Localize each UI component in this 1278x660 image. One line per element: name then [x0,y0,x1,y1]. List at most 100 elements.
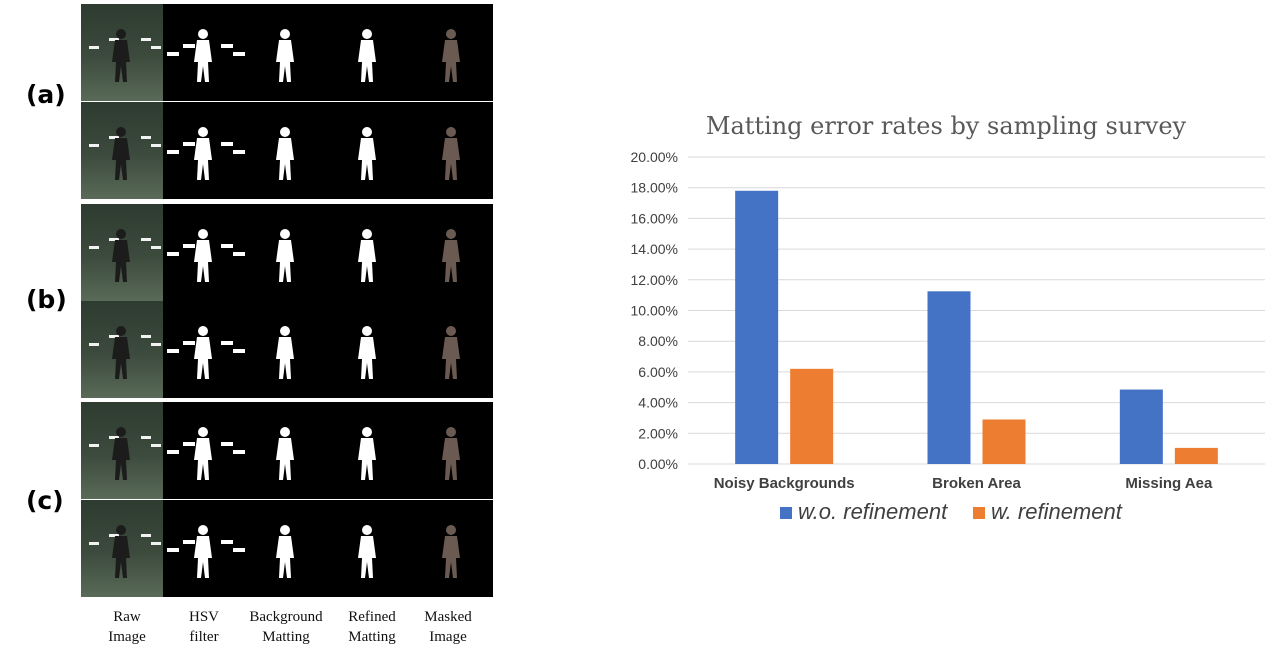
x-axis-ticks: Noisy Backgrounds Broken Area Missing Aea [714,475,1213,492]
y-tick-label: 12.00% [631,272,678,288]
person-silhouette [112,127,130,180]
person-silhouette [194,326,212,379]
person-silhouette [442,525,460,578]
legend: w.o. refinement w. refinement [780,499,1123,524]
group-label-a: (a) [26,80,66,109]
bar-w-refinement [790,368,834,464]
person-silhouette [358,127,376,180]
hsv-filter-cell [163,4,245,101]
image-row [81,500,493,597]
caption-line: Image [108,629,146,645]
y-tick-label: 18.00% [631,180,678,196]
person-silhouette [194,127,212,180]
hsv-filter-cell [163,500,245,597]
bar-chart: Matting error rates by sampling survey 0… [631,112,1265,524]
hsv-filter-cell [163,102,245,199]
y-tick-label: 2.00% [638,425,678,441]
group-separator [81,398,493,402]
raw-image-cell [81,204,163,301]
person-silhouette [112,229,130,282]
background-matting-cell [245,500,327,597]
bar-wo-refinement [927,291,971,464]
caption-line: Image [429,629,467,645]
caption-raw-image: Raw Image [87,607,167,647]
person-silhouette [194,29,212,82]
x-tick-label: Noisy Backgrounds [714,475,855,492]
person-silhouette [358,326,376,379]
raw-image-cell [81,500,163,597]
masked-image-cell [409,402,493,499]
person-silhouette [112,427,130,480]
caption-line: Matting [348,629,396,645]
person-silhouette [276,229,294,282]
person-silhouette [276,326,294,379]
person-silhouette [358,29,376,82]
group-separator [81,200,493,204]
person-silhouette [442,427,460,480]
background-matting-cell [245,102,327,199]
background-matting-cell [245,402,327,499]
y-axis-ticks: 0.00% 2.00% 4.00% 6.00% 8.00% 10.00% 12.00% 14.… [631,149,678,472]
caption-refined-matting: Refined Matting [332,607,412,647]
person-silhouette [358,525,376,578]
raw-image-cell [81,4,163,101]
bars [735,190,1218,464]
group-label-b: (b) [26,285,67,314]
caption-line: Matting [262,629,310,645]
masked-image-cell [409,102,493,199]
hsv-filter-cell [163,204,245,301]
matting-figure: (a) (b) (c) Raw Image HSV filter Backgro… [0,0,600,660]
person-silhouette [442,326,460,379]
bar-wo-refinement [1119,389,1163,464]
caption-line: Masked [424,609,472,625]
person-silhouette [442,29,460,82]
refined-matting-cell [327,500,409,597]
y-tick-label: 4.00% [638,395,678,411]
raw-image-cell [81,402,163,499]
refined-matting-cell [327,402,409,499]
image-row [81,204,493,301]
caption-line: HSV [188,609,219,625]
image-row [81,4,493,101]
legend-label: w.o. refinement [798,499,948,524]
refined-matting-cell [327,301,409,398]
masked-image-cell [409,204,493,301]
caption-line: Background [249,609,323,625]
legend-swatch [780,507,792,519]
background-matting-cell [245,4,327,101]
hsv-filter-cell [163,301,245,398]
raw-image-cell [81,102,163,199]
person-silhouette [194,427,212,480]
y-tick-label: 8.00% [638,333,678,349]
person-silhouette [276,525,294,578]
masked-image-cell [409,500,493,597]
caption-masked-image: Masked Image [408,607,488,647]
y-tick-label: 0.00% [638,456,678,472]
background-matting-cell [245,301,327,398]
person-silhouette [112,525,130,578]
masked-image-cell [409,4,493,101]
image-row [81,102,493,199]
y-tick-label: 16.00% [631,210,678,226]
image-row [81,402,493,499]
person-silhouette [442,229,460,282]
x-tick-label: Broken Area [932,475,1021,492]
background-matting-cell [245,204,327,301]
person-silhouette [112,29,130,82]
image-row [81,301,493,398]
person-silhouette [276,127,294,180]
person-silhouette [358,427,376,480]
gridlines [688,156,1265,465]
caption-background-matting: Background Matting [246,607,326,647]
person-silhouette [194,229,212,282]
caption-line: filter [189,629,219,645]
person-silhouette [442,127,460,180]
bar-w-refinement [1174,447,1218,464]
person-silhouette [276,29,294,82]
refined-matting-cell [327,4,409,101]
y-tick-label: 10.00% [631,303,678,319]
refined-matting-cell [327,102,409,199]
raw-image-cell [81,301,163,398]
masked-image-cell [409,301,493,398]
person-silhouette [112,326,130,379]
